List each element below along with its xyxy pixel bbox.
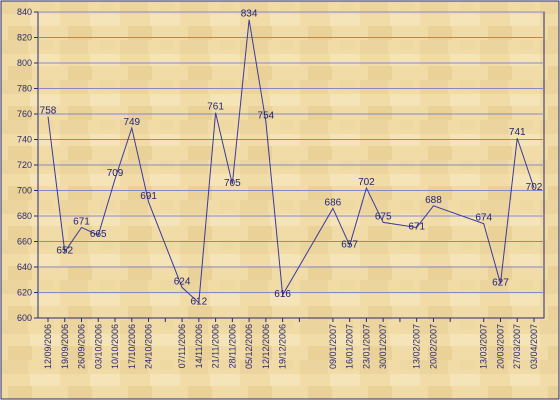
y-tick-label: 680	[17, 211, 32, 221]
y-tick-label: 600	[17, 313, 32, 323]
data-label: 834	[241, 9, 258, 20]
data-labels: 7586526716657097496916246127617058347546…	[40, 9, 543, 308]
data-label: 741	[509, 127, 526, 138]
x-tick-label: 19/09/2006	[60, 324, 70, 369]
y-tick-label: 820	[17, 33, 32, 43]
x-tick-label: 10/10/2006	[110, 324, 120, 369]
x-axis: 12/09/2006 19/09/2006 26/09/2006 03/10/2006…	[43, 318, 539, 369]
x-tick-label: 23/01/2007	[361, 324, 371, 369]
x-tick-label: 05/12/2006	[244, 324, 254, 369]
x-tick-label: 16/01/2007	[345, 324, 355, 369]
y-tick-label: 660	[17, 237, 32, 247]
data-label: 749	[123, 117, 140, 128]
x-tick-label: 13/02/2007	[412, 324, 422, 369]
data-label: 665	[90, 229, 107, 240]
x-tick-label: 20/03/2007	[495, 324, 505, 369]
y-tick-label: 760	[17, 109, 32, 119]
x-tick-label: 30/01/2007	[378, 324, 388, 369]
x-tick-label: 03/04/2007	[529, 324, 539, 369]
x-tick-label: 28/11/2006	[227, 324, 237, 368]
data-label: 686	[325, 197, 342, 208]
x-tick-label: 03/10/2006	[93, 324, 103, 369]
y-tick-label: 800	[17, 58, 32, 68]
y-tick-label: 640	[17, 262, 32, 272]
data-label: 657	[341, 239, 358, 250]
x-tick-label: 19/12/2006	[278, 324, 288, 369]
data-label: 627	[492, 278, 509, 289]
data-label: 688	[425, 195, 442, 206]
y-tick-label: 780	[17, 84, 32, 94]
y-tick-label: 840	[17, 7, 32, 17]
x-tick-label: 07/11/2006	[177, 324, 187, 368]
x-tick-label: 24/10/2006	[144, 324, 154, 369]
y-tick-label: 700	[17, 186, 32, 196]
y-tick-label: 720	[17, 160, 32, 170]
data-label: 702	[526, 182, 543, 193]
data-label: 761	[207, 102, 224, 113]
y-axis: 600 620 640 660 680 700 720 740 760 780 800 820 840	[17, 7, 38, 323]
x-tick-label: 12/09/2006	[43, 324, 53, 369]
data-label: 671	[408, 221, 425, 232]
x-tick-label: 14/11/2006	[194, 324, 204, 368]
x-tick-label: 09/01/2007	[328, 324, 338, 369]
y-tick-label: 740	[17, 135, 32, 145]
series-line	[47, 19, 535, 304]
data-label: 691	[140, 191, 157, 202]
x-tick-label: 20/02/2007	[428, 324, 438, 369]
data-label: 612	[190, 297, 207, 308]
data-label: 754	[258, 111, 275, 122]
x-tick-label: 21/11/2006	[211, 324, 221, 368]
y-tick-label: 620	[17, 288, 32, 298]
data-label: 705	[224, 178, 241, 189]
grid-lines	[38, 11, 544, 293]
data-label: 758	[40, 106, 57, 117]
series-polyline	[47, 19, 535, 304]
data-label: 709	[107, 168, 124, 179]
x-tick-label: 17/10/2006	[127, 324, 137, 369]
data-label: 616	[274, 289, 291, 300]
data-label: 674	[475, 213, 492, 224]
data-label: 675	[375, 211, 392, 222]
x-tick-label: 13/03/2007	[479, 324, 489, 369]
data-label: 671	[73, 216, 90, 227]
data-label: 624	[174, 276, 191, 287]
data-label: 702	[358, 177, 375, 188]
x-tick-label: 12/12/2006	[261, 324, 271, 369]
x-tick-label: 27/03/2007	[512, 324, 522, 369]
data-label: 652	[56, 246, 73, 257]
x-tick-label: 26/09/2006	[77, 324, 87, 369]
